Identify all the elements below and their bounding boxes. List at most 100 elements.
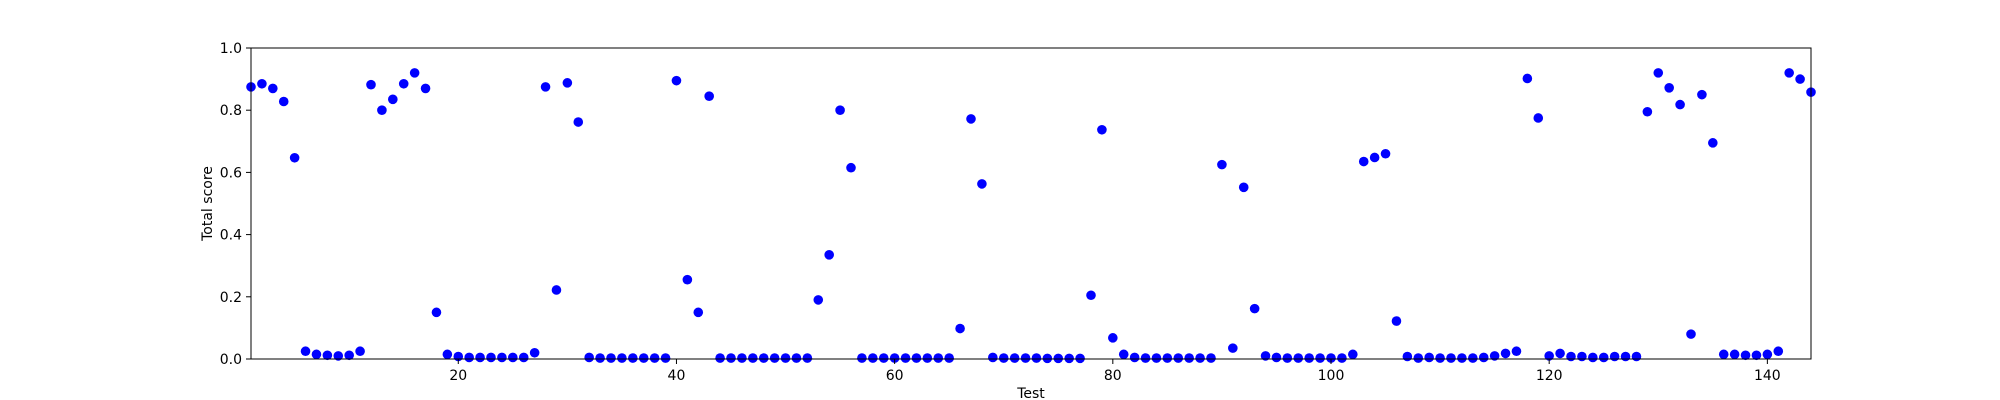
data-point	[988, 352, 998, 363]
data-point	[1380, 148, 1391, 159]
data-point	[1228, 343, 1238, 353]
data-point	[1784, 68, 1794, 78]
data-point	[322, 350, 333, 361]
data-point	[1042, 353, 1053, 364]
x-tick-label: 20	[449, 368, 467, 384]
data-point	[1664, 83, 1674, 93]
data-point	[1206, 353, 1216, 363]
data-point	[1217, 159, 1227, 170]
data-point	[595, 353, 605, 363]
data-point	[1544, 351, 1554, 361]
data-point	[704, 91, 714, 102]
x-tick-label: 120	[1536, 368, 1563, 384]
data-point	[431, 307, 442, 318]
data-point	[835, 105, 845, 115]
data-point	[1086, 290, 1096, 301]
data-point	[1675, 99, 1685, 110]
y-tick-label: 0.8	[220, 103, 242, 119]
data-point	[1718, 349, 1729, 360]
data-point	[1249, 303, 1260, 314]
data-point	[1697, 89, 1707, 100]
data-point	[1162, 353, 1173, 363]
x-axis: 20 40 60 80 100 120 140	[449, 359, 1781, 384]
data-point	[1588, 352, 1598, 363]
data-point	[671, 75, 682, 86]
data-point	[813, 295, 824, 305]
data-point	[769, 353, 780, 363]
data-point	[878, 353, 889, 363]
data-point	[1108, 333, 1118, 343]
data-point	[1260, 351, 1271, 361]
data-point	[573, 117, 584, 127]
data-point	[344, 350, 354, 361]
data-point	[366, 79, 376, 90]
data-point	[1740, 350, 1751, 361]
data-point	[649, 353, 660, 363]
data-point	[1609, 351, 1620, 362]
data-point	[1762, 349, 1773, 360]
data-point	[388, 94, 398, 105]
data-point	[1184, 353, 1194, 363]
data-point	[1097, 124, 1107, 135]
data-point	[442, 349, 453, 360]
data-point	[377, 105, 387, 115]
data-point	[911, 353, 922, 363]
data-point	[1795, 74, 1805, 84]
y-tick-label: 0.6	[220, 165, 242, 181]
data-point	[693, 307, 704, 318]
data-point	[1511, 346, 1522, 357]
data-point	[1642, 106, 1653, 117]
data-point	[868, 353, 878, 363]
data-point	[966, 114, 976, 124]
data-point	[518, 352, 529, 363]
data-point	[551, 285, 562, 295]
data-point	[1435, 353, 1445, 363]
data-point	[508, 352, 518, 363]
data-point	[1489, 351, 1500, 361]
data-point	[857, 353, 867, 363]
data-point	[1271, 352, 1282, 363]
data-point	[1358, 156, 1369, 167]
data-point	[1195, 353, 1205, 363]
data-point	[1140, 353, 1151, 363]
data-point	[748, 353, 758, 363]
data-points	[246, 68, 1816, 364]
x-tick-label: 140	[1754, 368, 1781, 384]
data-point	[1620, 351, 1631, 362]
data-point	[802, 353, 813, 363]
data-point	[1238, 182, 1249, 193]
y-axis: 0.0 0.2 0.4 0.6 0.8 1.0	[220, 41, 251, 368]
data-point	[1402, 351, 1413, 362]
data-point	[464, 352, 474, 363]
data-point	[1555, 348, 1565, 359]
data-point	[1151, 353, 1162, 363]
data-point	[1391, 316, 1402, 326]
data-point	[1118, 349, 1129, 360]
data-point	[606, 353, 616, 363]
data-point	[758, 353, 769, 363]
data-point	[1009, 353, 1020, 363]
data-point	[977, 179, 987, 189]
data-point	[1293, 353, 1304, 363]
x-axis-label: Test	[1016, 386, 1045, 400]
data-point	[1424, 352, 1434, 363]
data-point	[1468, 353, 1478, 363]
data-point	[1304, 353, 1314, 363]
data-point	[1533, 113, 1544, 123]
data-point	[933, 353, 944, 363]
y-tick-label: 1.0	[220, 41, 242, 57]
data-point	[420, 83, 431, 94]
data-point	[398, 78, 409, 89]
x-tick-label: 100	[1318, 368, 1345, 384]
data-point	[529, 347, 540, 358]
data-point	[1566, 351, 1576, 362]
x-tick-label: 80	[1104, 368, 1122, 384]
data-point	[1598, 352, 1609, 363]
data-point	[1478, 352, 1489, 363]
data-point	[1053, 353, 1064, 364]
data-point	[1337, 353, 1347, 363]
data-point	[1708, 138, 1718, 148]
data-point	[1020, 353, 1031, 363]
data-point	[278, 96, 289, 107]
data-point	[638, 353, 649, 363]
